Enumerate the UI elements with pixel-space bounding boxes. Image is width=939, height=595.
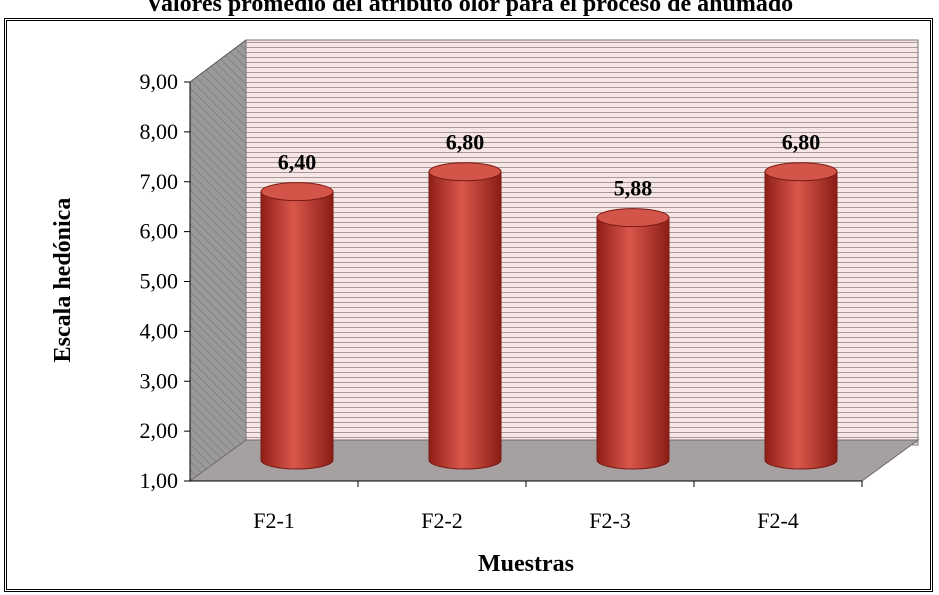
x-tick-label: F2-2 [421, 508, 463, 533]
x-tick-labels: F2-1 F2-2 F2-3 F2-4 [253, 481, 863, 533]
y-tick-label: 7,00 [140, 169, 179, 194]
bars [260, 162, 838, 470]
bar-top [596, 208, 670, 228]
y-axis-title: Escala hedónica [50, 198, 76, 363]
data-label: 6,40 [278, 150, 317, 175]
x-tick-label: F2-1 [253, 508, 295, 533]
bar [428, 162, 502, 470]
bar-body [596, 217, 670, 470]
data-label: 6,80 [446, 130, 485, 155]
bar [764, 162, 838, 470]
y-tick-label: 4,00 [140, 318, 179, 343]
bar [260, 182, 334, 470]
side-wall [189, 39, 247, 482]
y-tick-label: 9,00 [140, 69, 179, 94]
bar [596, 208, 670, 470]
bar-top [260, 182, 334, 202]
data-label: 6,80 [782, 130, 821, 155]
x-tick-label: F2-4 [757, 508, 799, 533]
x-axis-title: Muestras [478, 551, 574, 577]
y-tick-label: 2,00 [140, 418, 179, 443]
y-tick-label: 3,00 [140, 368, 179, 393]
y-tick-label: 8,00 [140, 119, 179, 144]
chart-frame [4, 18, 933, 592]
bar-top [764, 162, 838, 182]
y-tick-label: 6,00 [140, 219, 179, 244]
bar-body [428, 171, 502, 470]
data-labels: 6,40 6,80 5,88 6,80 [278, 130, 821, 201]
bar-body [260, 191, 334, 470]
y-ticks: 1,00 2,00 3,00 4,00 5,00 6,00 7,00 8,00 9,00 [140, 69, 190, 493]
bar-top [428, 162, 502, 182]
x-tick-label: F2-3 [589, 508, 631, 533]
data-label: 5,88 [614, 176, 653, 201]
y-tick-label: 1,00 [140, 468, 179, 493]
bar-body [764, 171, 838, 470]
chart-title: Valores promedio del atributo olor para … [145, 0, 794, 17]
y-tick-label: 5,00 [140, 269, 179, 294]
